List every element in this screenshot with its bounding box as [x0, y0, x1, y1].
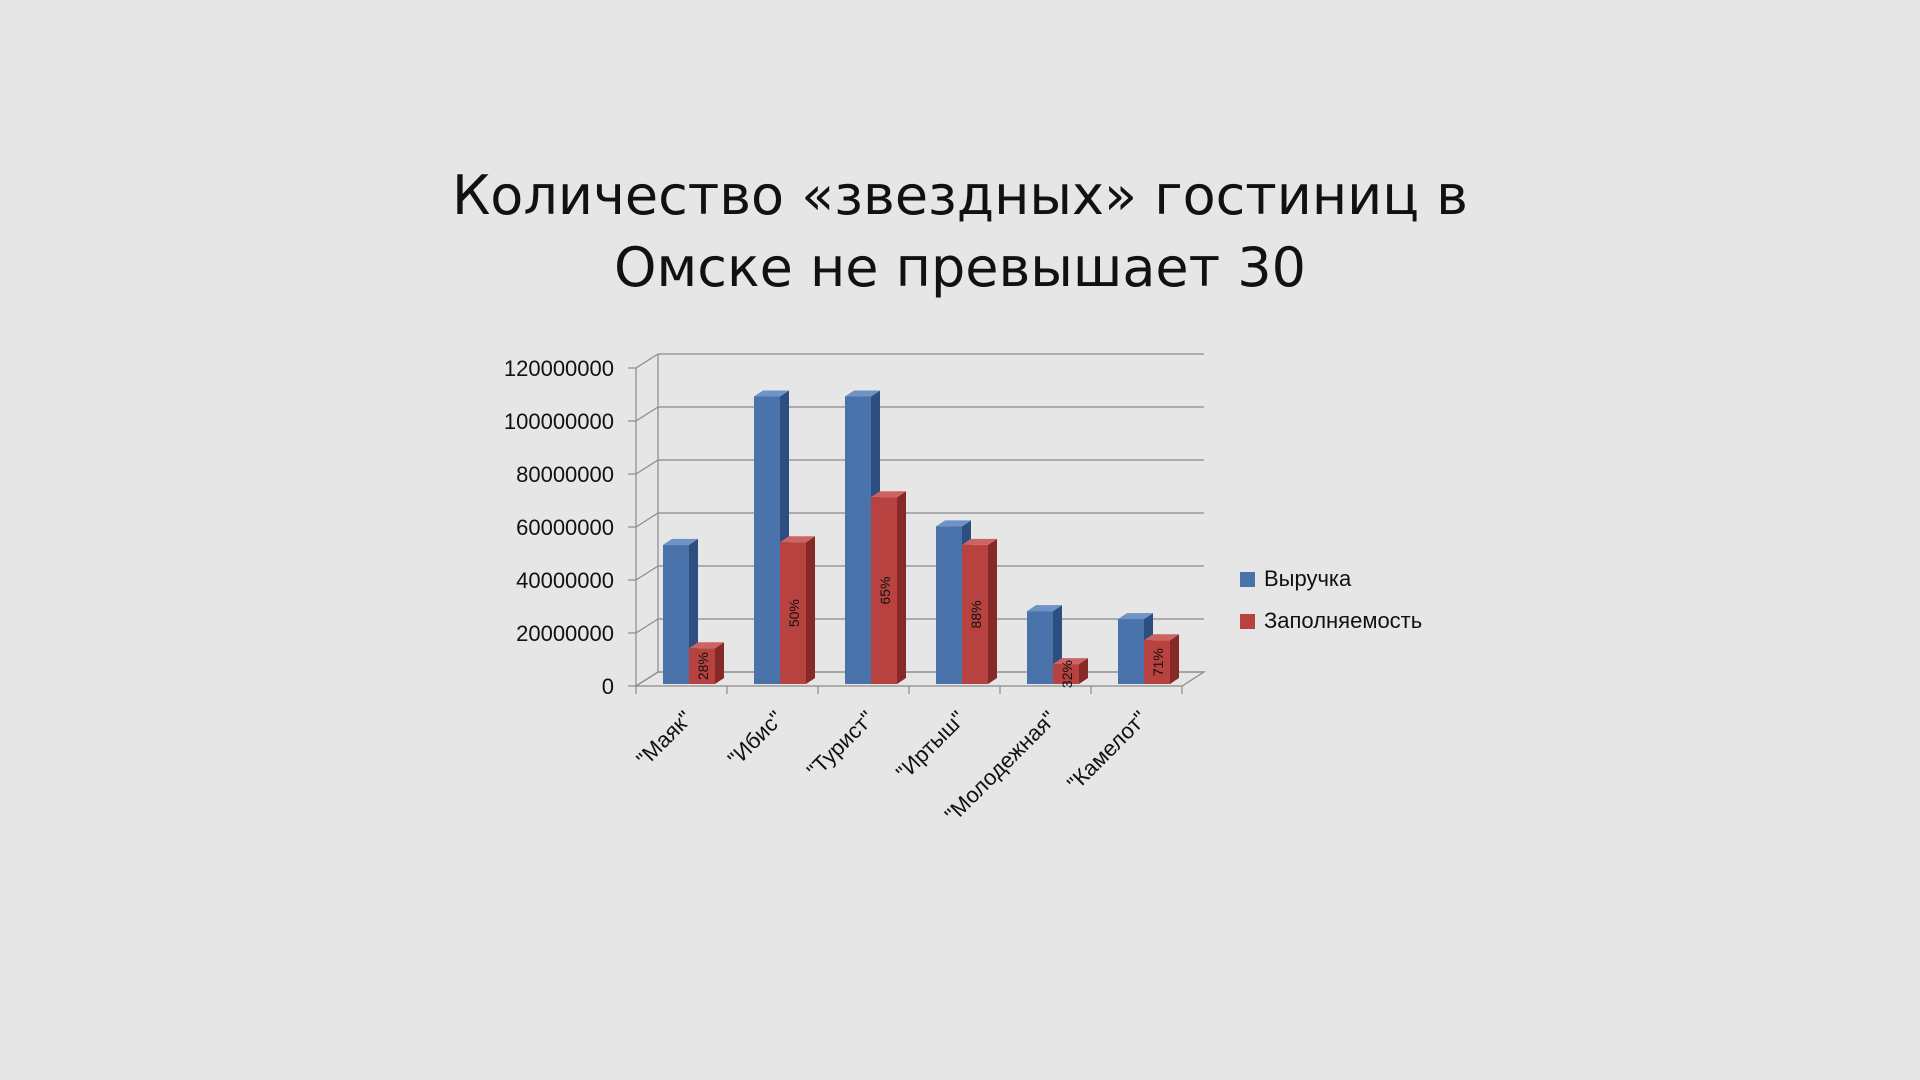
gridline-depth	[635, 353, 659, 369]
legend-item-occupancy: Заполняемость	[1240, 600, 1422, 642]
bar-side-occupancy	[1170, 634, 1179, 684]
bar-top-occupancy	[780, 536, 815, 543]
y-tick-label: 40000000	[516, 568, 614, 593]
legend-swatch-occupancy	[1240, 613, 1255, 629]
gridline-depth	[635, 406, 659, 422]
data-label: 50%	[786, 599, 802, 627]
bar-occupancy	[1053, 664, 1079, 684]
bar-side-occupancy	[988, 538, 997, 684]
bar-revenue	[754, 396, 780, 684]
bar-revenue	[845, 396, 871, 684]
y-tick-label: 0	[602, 674, 614, 699]
bar-top-revenue	[1027, 605, 1062, 612]
bar-top-occupancy	[689, 642, 724, 649]
y-tick-label: 20000000	[516, 621, 614, 646]
gridline-depth	[635, 565, 659, 581]
y-tick-label: 80000000	[516, 462, 614, 487]
bar-revenue	[1118, 619, 1144, 684]
data-label: 32%	[1059, 660, 1075, 688]
bar-occupancy	[871, 497, 897, 684]
bar-top-revenue	[845, 390, 880, 397]
bar-occupancy	[1144, 640, 1170, 684]
bar-side-occupancy	[715, 642, 724, 684]
gridline-depth	[635, 459, 659, 475]
legend-swatch-revenue	[1240, 571, 1255, 587]
bar-top-occupancy	[871, 491, 906, 498]
bar-occupancy	[962, 544, 988, 684]
legend-label-occupancy: Заполняемость	[1264, 608, 1423, 633]
bar-side-occupancy	[897, 491, 906, 684]
bar-occupancy	[780, 542, 806, 684]
bar-top-occupancy	[1053, 658, 1088, 665]
x-category-label: "Иртыш"	[891, 706, 970, 785]
data-label: 65%	[877, 577, 893, 605]
bar-top-revenue	[663, 538, 698, 545]
bar-revenue	[936, 526, 962, 684]
gridline-depth	[635, 512, 659, 528]
title-line-2: Омске не превышает 30	[614, 236, 1306, 299]
legend-label-revenue: Выручка	[1264, 566, 1352, 591]
legend-item-revenue: Выручка	[1240, 558, 1422, 600]
bar-top-occupancy	[962, 538, 997, 545]
bar-top-occupancy	[1144, 634, 1179, 641]
data-label: 28%	[695, 652, 711, 680]
y-tick-label: 60000000	[516, 515, 614, 540]
slide-title: Количество «звездных» гостиниц в Омске н…	[360, 160, 1560, 304]
data-label: 88%	[968, 600, 984, 628]
bar-revenue	[663, 544, 689, 684]
x-category-label: "Камелот"	[1062, 706, 1152, 796]
bar-side-occupancy	[806, 536, 815, 684]
y-tick-label: 100000000	[504, 409, 614, 434]
x-category-label: "Маяк"	[631, 706, 697, 772]
chart-legend: Выручка Заполняемость	[1240, 558, 1422, 642]
x-category-label: "Ибис"	[723, 706, 788, 771]
x-category-label: "Турист"	[802, 706, 879, 783]
bar-top-revenue	[754, 390, 789, 397]
y-tick-label: 120000000	[504, 356, 614, 381]
data-label: 71%	[1150, 648, 1166, 676]
gridline-depth	[635, 618, 659, 634]
title-line-1: Количество «звездных» гостиниц в	[451, 164, 1469, 227]
bar-top-revenue	[936, 520, 971, 527]
bar-occupancy	[689, 648, 715, 684]
bar-revenue	[1027, 611, 1053, 684]
bar-top-revenue	[1118, 613, 1153, 620]
bar-side-occupancy	[1079, 658, 1088, 684]
